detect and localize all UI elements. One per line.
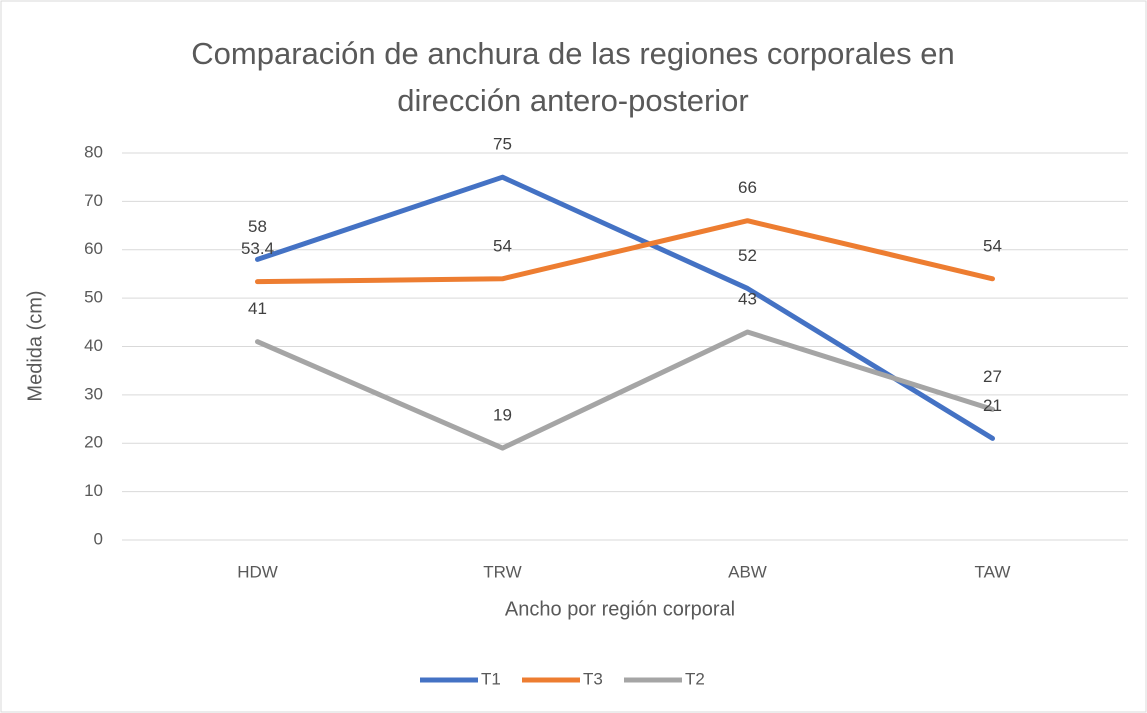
series-line	[255, 329, 995, 451]
legend-label: T1	[481, 669, 501, 688]
y-tick-label: 40	[84, 336, 103, 355]
y-tick-label: 0	[94, 529, 103, 548]
chart-title: Comparación de anchura de las regiones c…	[191, 36, 954, 71]
y-tick-label: 70	[84, 191, 103, 210]
legend-label: T2	[685, 669, 705, 688]
y-tick-label: 20	[84, 433, 103, 452]
data-label: 27	[983, 367, 1002, 386]
y-tick-label: 80	[84, 142, 103, 161]
chart-title: dirección antero-posterior	[397, 83, 749, 118]
data-label: 54	[983, 236, 1002, 255]
data-label: 75	[493, 135, 512, 154]
data-label: 19	[493, 406, 512, 425]
x-tick-label: TAW	[975, 562, 1011, 581]
legend-label: T3	[583, 669, 603, 688]
y-axis-label: Medida (cm)	[24, 290, 46, 401]
y-tick-label: 10	[84, 481, 103, 500]
y-tick-label: 30	[84, 384, 103, 403]
data-label: 21	[983, 396, 1002, 415]
data-label: 54	[493, 236, 512, 255]
x-tick-label: TRW	[483, 562, 521, 581]
y-tick-label: 50	[84, 288, 103, 307]
x-tick-label: ABW	[728, 562, 767, 581]
data-label: 66	[738, 178, 757, 197]
data-label: 58	[248, 217, 267, 236]
data-label: 41	[248, 299, 267, 318]
data-label: 43	[738, 289, 757, 308]
data-label: 52	[738, 246, 757, 265]
data-label: 53.4	[241, 239, 274, 258]
series-line	[255, 218, 995, 285]
series-line	[255, 174, 995, 441]
y-tick-label: 60	[84, 239, 103, 258]
x-tick-label: HDW	[237, 562, 278, 581]
x-axis-label: Ancho por región corporal	[505, 598, 735, 620]
